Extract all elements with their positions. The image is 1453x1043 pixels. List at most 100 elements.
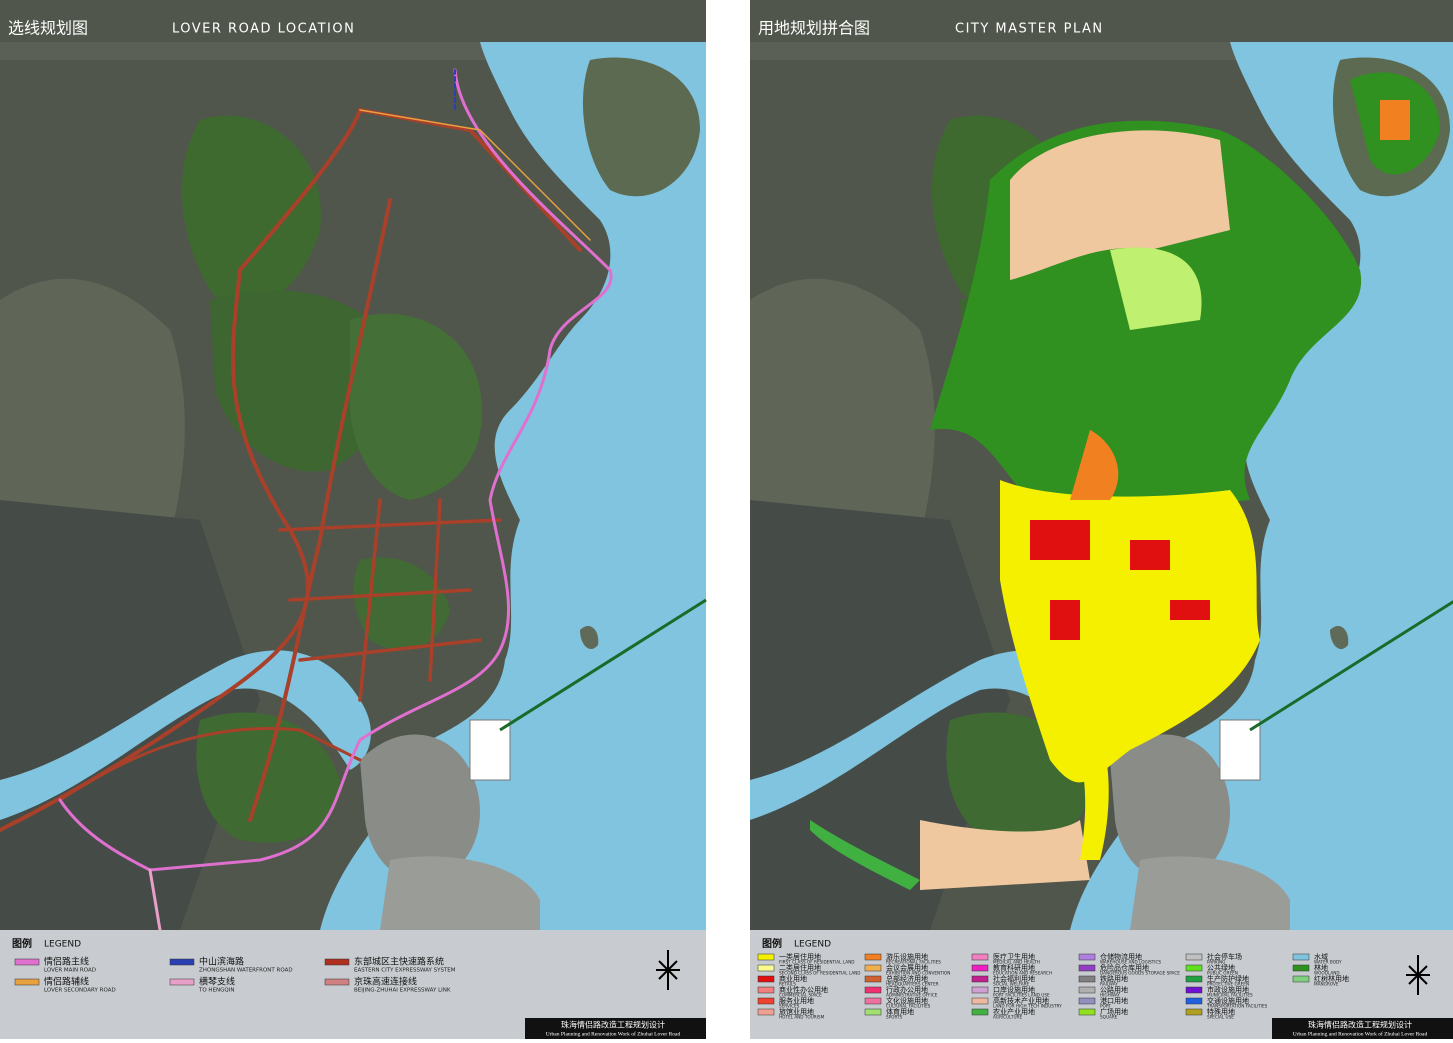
legend-swatch xyxy=(1185,964,1203,972)
road-network xyxy=(0,68,613,932)
legend-label-cn: 水域 xyxy=(1314,952,1328,961)
legend-label-en: RETAILS xyxy=(779,982,796,987)
legend-label-en: BEIJING-ZHUHAI EXPRESSWAY LINK xyxy=(354,988,451,994)
legend-swatch xyxy=(1292,953,1310,961)
legend-swatch xyxy=(1185,953,1203,961)
legend-label-cn: 红树林用地 xyxy=(1314,974,1349,983)
legend-label-en: AGRICULTURE xyxy=(993,1015,1022,1020)
legend-swatch xyxy=(169,978,195,986)
legend-label-cn: 医疗卫生用地 xyxy=(993,952,1035,961)
legend-label-en: ZHONGSHAN WATERFRONT ROAD xyxy=(199,968,293,974)
legend-swatch xyxy=(757,953,775,961)
legend-swatch xyxy=(14,978,40,986)
legend-label-cn: 危险品仓库用地 xyxy=(1100,963,1149,972)
legend-label-cn: 中山滨海路 xyxy=(199,956,244,968)
legend-label-cn: 生产防护绿地 xyxy=(1207,974,1249,983)
legend-swatch xyxy=(757,997,775,1005)
legend-swatch xyxy=(1185,1008,1203,1016)
legend-swatch xyxy=(971,1008,989,1016)
legend-label-en: DANGEROUS GOODS STORAGE SPACE xyxy=(1100,971,1180,976)
legend-label-en: PARKING xyxy=(1207,960,1225,965)
legend-label-cn: 农业产业用地 xyxy=(993,1007,1035,1016)
footer-en: Urban Planning and Renovation Work of Zh… xyxy=(546,1030,681,1037)
legend-label-cn: 广场用地 xyxy=(1100,1007,1128,1016)
legend-label-en: SPORTS xyxy=(886,1015,903,1020)
footer-box xyxy=(525,1018,706,1039)
legend-label-cn: 铁路用地 xyxy=(1100,974,1128,983)
legend-label-en: EASTERN CITY EXPRESSWAY SYSTEM xyxy=(354,968,456,974)
legend-title-cn: 图例 xyxy=(12,937,32,950)
legend-label-en: PORT FACILITIES LAND USE xyxy=(993,993,1050,998)
legend-label-en: SECOND CLASS OF RESIDENTIAL LAND xyxy=(779,971,861,976)
legend-swatch xyxy=(864,997,882,1005)
footer-cn: 珠海情侣路改造工程规划设计 xyxy=(561,1020,665,1030)
legend-label-cn: 社会停车场 xyxy=(1207,952,1242,961)
legend-label-cn: 京珠高速连接线 xyxy=(354,976,417,988)
legend-swatch xyxy=(757,986,775,994)
legend-label-en: LOVER SECONDARY ROAD xyxy=(44,988,116,994)
legend-swatch xyxy=(864,1008,882,1016)
legend-label-cn: 游乐设施用地 xyxy=(886,952,928,961)
legend-swatch xyxy=(864,986,882,994)
legend-swatch xyxy=(1078,997,1096,1005)
legend-label-en: TRANSPORTATION FACILITIES xyxy=(1206,1004,1268,1009)
land-use-patches xyxy=(810,72,1440,890)
legend-swatch xyxy=(324,958,350,966)
legend-swatch xyxy=(757,1008,775,1016)
legend-label-en: WOODLAND xyxy=(1314,971,1340,976)
north-arrow xyxy=(656,950,680,990)
title-cn: 用地规划拼合图 xyxy=(758,19,870,38)
footer-cn: 珠海情侣路改造工程规划设计 xyxy=(1308,1020,1412,1030)
legend-label-cn: 市政设施用地 xyxy=(1207,985,1249,994)
legend-swatch xyxy=(864,953,882,961)
legend-swatch xyxy=(1078,986,1096,994)
legend-label-cn: 公路用地 xyxy=(1100,985,1128,994)
legend-title-en: LEGEND xyxy=(44,940,81,950)
legend-swatch xyxy=(14,958,40,966)
legend-swatch xyxy=(1292,975,1310,983)
legend-label-en: TO HENGQIN xyxy=(198,988,235,994)
legend-label-cn: 东部城区主快速路系统 xyxy=(354,956,444,968)
legend-label-en: LAND FOR HIGH TECH INDUSTRY xyxy=(993,1004,1062,1009)
legend-label-en: SQUARE xyxy=(1100,1015,1118,1020)
legend-label-en: CULTURAL FACILITIES xyxy=(886,1004,931,1009)
legend-label-en: ADMINISTRATIVE OFFICE xyxy=(886,993,938,998)
legend-swatch xyxy=(864,975,882,983)
title-cn: 选线规划图 xyxy=(8,19,88,38)
legend-label-en: EDUCATION AND RESEARCH xyxy=(993,971,1052,976)
legend-swatch xyxy=(971,964,989,972)
legend-label-en: COMMERCIAL SPACE xyxy=(779,993,822,998)
legend-label-en: RAILWAY xyxy=(1100,982,1118,987)
legend-label-en: RECREATIONAL FACILITIES xyxy=(886,960,941,965)
legend-label-cn: 体育用地 xyxy=(886,1007,914,1016)
master-plan-panel: 用地规划拼合图 CITY MASTER PLAN 图例 LEGEND 一类居住用地FIR… xyxy=(748,0,1453,1039)
title-en: CITY MASTER PLAN xyxy=(955,22,1104,37)
legend-swatch xyxy=(324,978,350,986)
legend-swatch xyxy=(1078,1008,1096,1016)
legend-label-cn: 港口用地 xyxy=(1100,996,1128,1005)
legend-label-en: MANGROVE xyxy=(1314,982,1339,987)
legend-label-cn: 会议会展用地 xyxy=(886,963,928,972)
footer-en: Urban Planning and Renovation Work of Zh… xyxy=(1293,1030,1428,1037)
legend-label-en: HOTEL AND TOURISM xyxy=(779,1015,825,1020)
legend-swatch xyxy=(1078,975,1096,983)
legend-swatch xyxy=(169,958,195,966)
legend-swatch xyxy=(971,975,989,983)
legend-swatch xyxy=(971,986,989,994)
legend-label-cn: 旅馆业用地 xyxy=(779,1007,814,1016)
legend-label-en: PROTECTIVE GREEN xyxy=(1207,982,1249,987)
legend-label-cn: 情侣路辅线 xyxy=(44,976,89,988)
legend-label-cn: 情侣路主线 xyxy=(44,956,89,968)
legend-swatch xyxy=(1078,953,1096,961)
legend-label-en: HIGHWAY xyxy=(1100,993,1120,998)
legend-title-en: LEGEND xyxy=(794,940,831,950)
legend-swatch xyxy=(1078,964,1096,972)
legend-label-en: SPECIAL USE xyxy=(1207,1015,1234,1020)
legend-swatch xyxy=(1185,986,1203,994)
legend-swatch xyxy=(757,964,775,972)
legend-label-en: FIRST CLASS OF RESIDENTIAL LAND xyxy=(779,960,854,965)
legend-label-cn: 服务业用地 xyxy=(779,996,814,1005)
legend-title-cn: 图例 xyxy=(762,937,782,950)
legend-label-cn: 交通设施用地 xyxy=(1207,996,1249,1005)
